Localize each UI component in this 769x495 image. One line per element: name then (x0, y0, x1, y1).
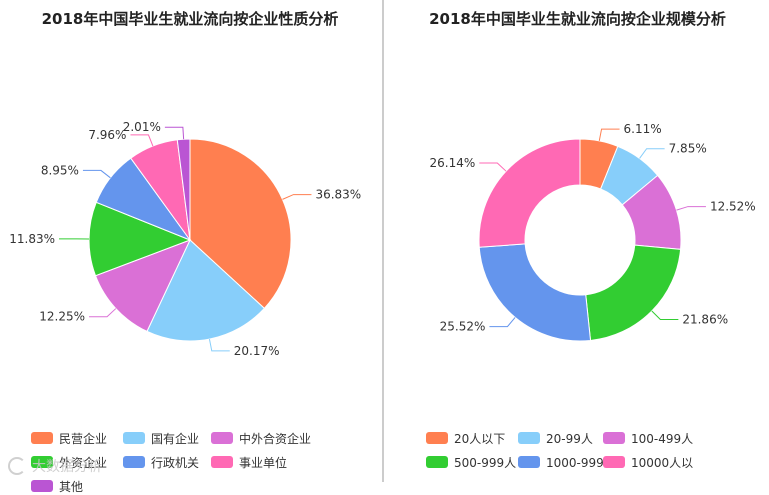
data-label: 8.95% (41, 163, 79, 177)
legend-item[interactable]: 行政机关 (123, 454, 211, 470)
label-leader-line (652, 311, 679, 319)
legend-label: 中外合资企业 (239, 430, 311, 447)
legend-swatch (603, 456, 625, 468)
legend-item[interactable]: 民营企业 (31, 430, 123, 446)
label-leader-line (676, 207, 705, 211)
data-label: 2.01% (123, 120, 161, 134)
legend-item[interactable]: 20人以下 (426, 430, 518, 446)
legend-item[interactable]: 事业单位 (211, 454, 371, 470)
legend-swatch (123, 456, 145, 468)
data-label: 36.83% (315, 188, 361, 202)
data-label: 26.14% (430, 156, 476, 170)
label-leader-line (130, 135, 152, 146)
panel-divider (382, 0, 384, 482)
legend-swatch (211, 456, 233, 468)
legend-item[interactable]: 1000-9999人 (518, 454, 603, 470)
label-leader-line (489, 317, 515, 326)
chart-panel-nature: 2018年中国毕业生就业流向按企业性质分析 36.83%20.17%12.25%… (0, 0, 380, 482)
legend-swatch (123, 432, 145, 444)
data-label: 25.52% (440, 320, 486, 334)
legend-label: 20-99人 (546, 430, 593, 447)
label-leader-line (479, 163, 506, 171)
donut-chart-scale: 6.11% 7.85% 12.52% 21.86% 25.52% 26.14% (386, 0, 769, 482)
legend-label: 行政机关 (151, 454, 199, 471)
label-leader-line (209, 339, 229, 351)
legend-label: 其他 (59, 478, 83, 495)
data-label: 6.11% (624, 122, 662, 136)
data-label: 11.83% (9, 232, 55, 246)
legend-label: 10000人以 (631, 454, 693, 471)
legend-label: 20人以下 (454, 430, 505, 447)
legend-item[interactable]: 其他 (31, 478, 123, 494)
label-leader-line (599, 129, 619, 141)
legend-swatch (518, 432, 540, 444)
legend-label: 100-499人 (631, 430, 693, 447)
pie-chart-nature: 36.83% 20.17% 12.25% 11.83% 8.95% 7.96%2.01% (0, 0, 380, 482)
data-label: 20.17% (234, 344, 280, 358)
legend-swatch (518, 456, 540, 468)
chart-panel-scale: 2018年中国毕业生就业流向按企业规模分析 6.11%7.85%12.52%21… (386, 0, 769, 482)
legend-swatch (211, 432, 233, 444)
legend-label: 国有企业 (151, 430, 199, 447)
data-label: 21.86% (682, 312, 728, 326)
data-label: 7.96% (88, 128, 126, 142)
data-label: 12.25% (39, 310, 85, 324)
legend-label: 事业单位 (239, 454, 287, 471)
pie-slice[interactable] (586, 245, 681, 340)
watermark: 大数据分析 (8, 456, 102, 476)
legend-item[interactable]: 国有企业 (123, 430, 211, 446)
legend-item[interactable]: 500-999人 (426, 454, 518, 470)
data-label: 7.85% (669, 142, 707, 156)
label-leader-line (89, 309, 116, 317)
label-leader-line (640, 149, 665, 159)
legend-item[interactable]: 10000人以 (603, 454, 763, 470)
label-leader-line (282, 195, 311, 200)
legend-label: 500-999人 (454, 454, 516, 471)
watermark-logo-icon (8, 457, 26, 475)
legend-item[interactable]: 中外合资企业 (211, 430, 371, 446)
legend-label: 民营企业 (59, 430, 107, 447)
label-leader-line (83, 170, 110, 177)
legend-swatch (31, 432, 53, 444)
legend-item[interactable]: 100-499人 (603, 430, 763, 446)
legend-swatch (426, 432, 448, 444)
legend-swatch (603, 432, 625, 444)
watermark-text: 大数据分析 (32, 456, 102, 476)
legend-item[interactable]: 20-99人 (518, 430, 603, 446)
data-label: 12.52% (710, 200, 756, 214)
label-leader-line (165, 127, 184, 139)
legend-swatch (426, 456, 448, 468)
pie-slice[interactable] (479, 139, 580, 247)
